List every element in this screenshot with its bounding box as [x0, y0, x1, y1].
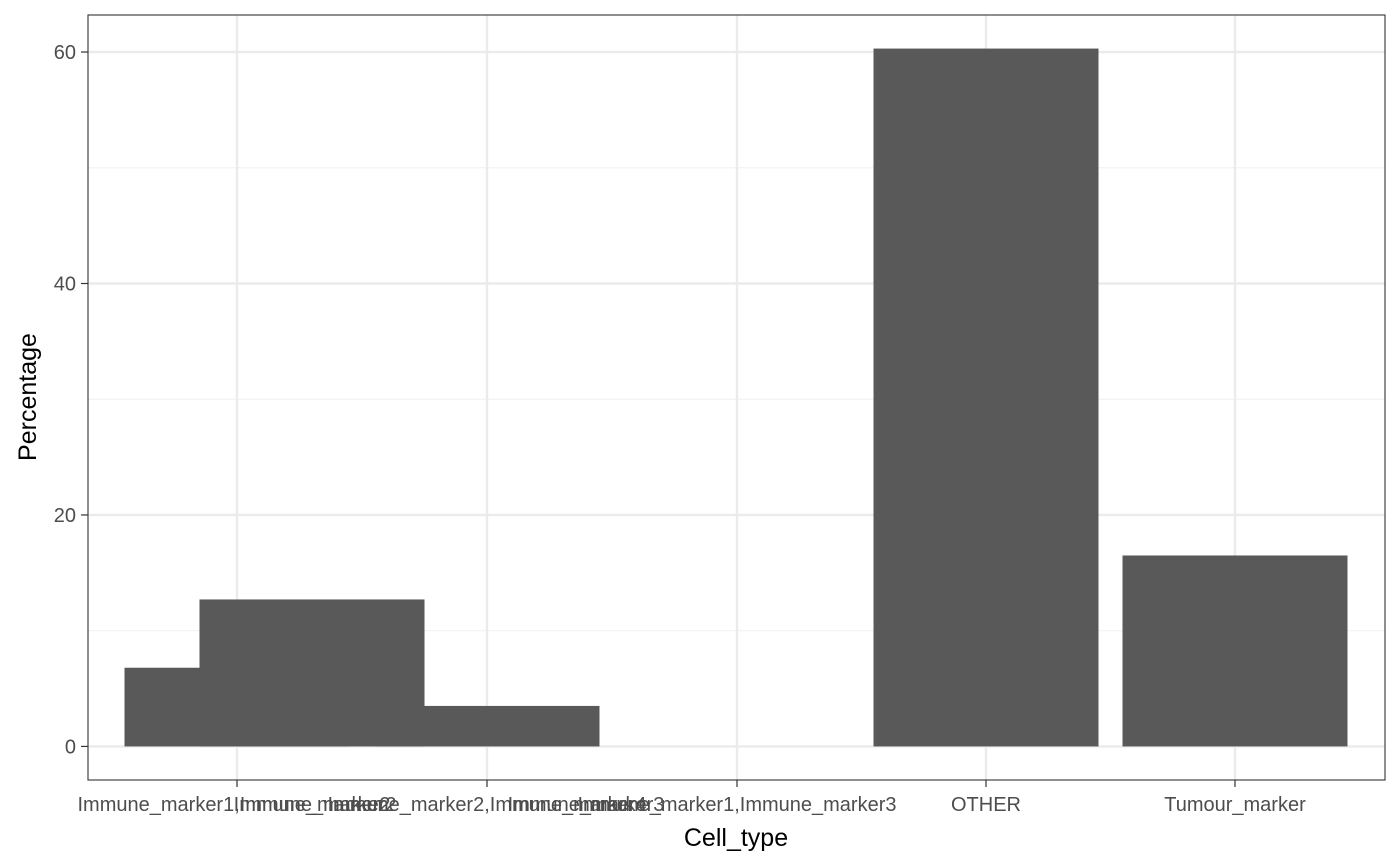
x-tick-label: Tumour_marker	[1164, 794, 1306, 816]
x-tick-label: Immune_marker1,Immune_marker2	[78, 794, 397, 816]
x-axis-ticks: Immune_marker1,Immune_marker2Immune_mark…	[78, 780, 1306, 816]
bar	[873, 48, 1099, 747]
x-tick-label: Immune_marker2	[234, 794, 391, 816]
y-tick-label: 40	[54, 274, 76, 296]
y-tick-label: 0	[65, 736, 76, 758]
bar	[374, 705, 600, 747]
y-tick-label: 60	[54, 42, 76, 64]
x-axis-title: Cell_type	[684, 824, 788, 852]
x-tick-label: Immune_marker3	[508, 794, 665, 816]
y-tick-label: 20	[54, 505, 76, 527]
y-axis-title: Percentage	[14, 333, 42, 461]
bar	[1122, 555, 1348, 747]
bars	[124, 48, 1348, 747]
x-tick-label: Immune_marker1,Immune_marker3	[578, 794, 897, 816]
x-tick-label: Immune_marker2,Immune_marker4	[328, 794, 647, 816]
x-tick-label: OTHER	[951, 794, 1021, 816]
y-axis-ticks: 0 20 40 60	[54, 42, 88, 758]
